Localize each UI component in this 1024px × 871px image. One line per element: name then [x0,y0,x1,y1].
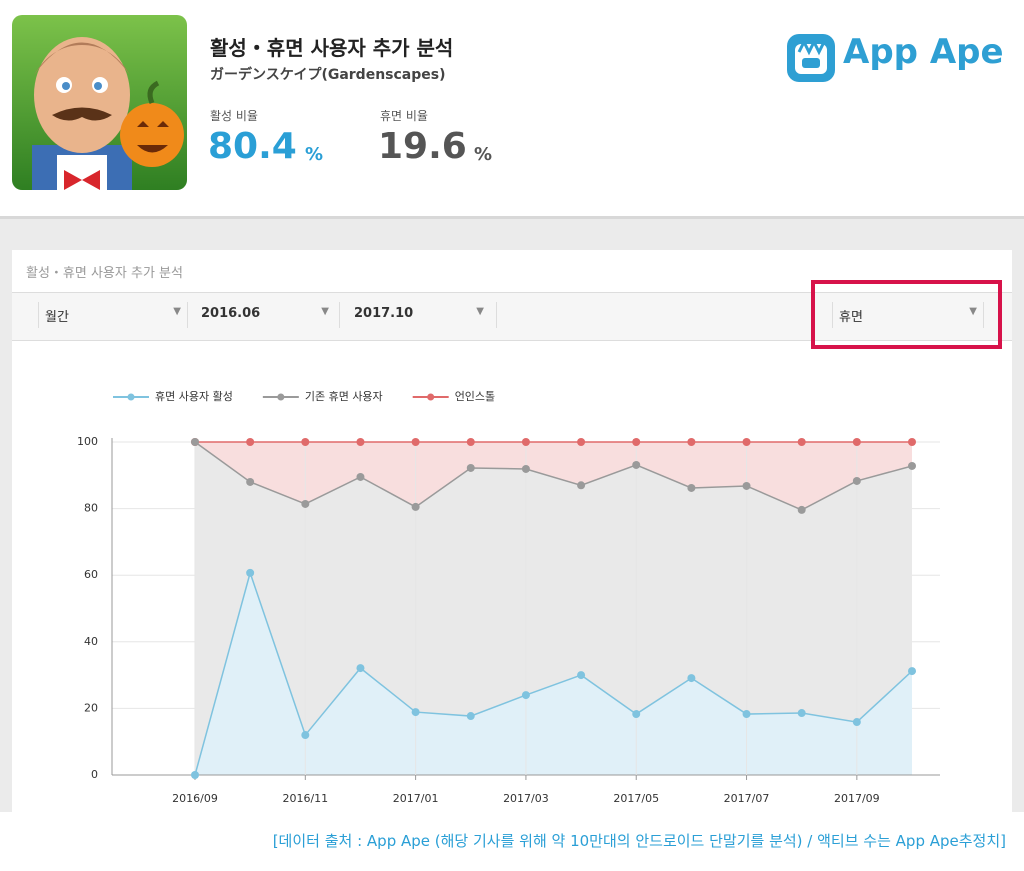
point [687,438,696,446]
toolbar [12,292,1012,341]
point [356,664,365,673]
point [191,771,199,779]
point [191,438,199,446]
point [411,502,420,511]
app-subtitle: ガーデンスケイプ(Gardenscapes) [210,67,446,83]
app-title: 활성・휴면 사용자 추가 분석 [210,36,454,60]
stat-value: 80.4 [208,126,297,167]
point [852,476,861,485]
point [797,505,806,514]
logo-icon [787,34,835,82]
line [194,570,913,776]
area [195,572,912,775]
footer-bg [0,812,1024,871]
point [577,671,586,680]
app-icon [12,15,187,190]
point [521,438,530,446]
legend-swatch [277,393,285,401]
y-tick-label: 0 [91,768,98,781]
x-tick-label: 2017/09 [834,792,880,805]
line [194,441,913,511]
y-tick-label: 60 [84,568,98,581]
stat-unit: % [305,144,324,165]
point [632,460,641,469]
x-tick-label: 2017/01 [393,792,439,805]
legend-label: 기존 휴면 사용자 [305,390,383,403]
stat-label: 휴면 비율 [380,109,428,123]
point [246,477,255,486]
point [908,667,916,676]
y-tick-label: 20 [84,701,98,714]
dropdown[interactable]: 휴면 ▼ [832,302,984,328]
legend-label: 휴면 사용자 활성 [155,389,233,403]
legend-label: 언인스톨 [455,390,495,403]
point [852,438,861,446]
point [577,481,586,490]
point [797,438,806,446]
point [521,691,530,700]
point [466,438,475,446]
point [466,712,475,721]
point [411,708,420,717]
stat-value: 19.6 [378,126,467,167]
point [466,463,475,472]
x-tick-label: 2017/07 [724,792,770,805]
y-tick-label: 100 [77,435,98,448]
point [742,481,751,490]
dropdown[interactable]: 월간 ▼ [38,302,188,328]
legend-swatch [127,393,135,401]
point [742,710,751,719]
legend-swatch [427,393,435,401]
stat-unit: % [474,144,493,165]
x-tick-label: 2016/09 [172,792,218,805]
point [577,438,586,446]
stat-label: 활성 비율 [210,109,258,123]
point [742,438,751,446]
point [687,483,696,492]
x-tick-label: 2017/05 [613,792,659,805]
point [797,709,806,718]
dropdown-text: 2016.06 [201,306,261,321]
dropdown-text: 휴면 [839,310,863,325]
point [356,438,365,446]
point [246,568,255,577]
point [301,438,310,446]
point [852,718,861,727]
x-tick-label: 2017/03 [503,792,549,805]
footer-note: [데이터 출처 : App Ape (해당 기사를 위해 약 10만대의 안드로… [272,832,1006,850]
y-tick-label: 80 [84,502,98,515]
point [632,710,641,719]
x-tick-label: 2016/11 [282,792,328,805]
point [521,464,530,473]
point [301,499,310,508]
dropdown-text: 월간 [45,310,69,325]
divider [0,216,1024,219]
point [411,438,420,446]
highlight-box [811,280,1002,349]
point [246,438,255,446]
logo-text: App Ape [843,32,1004,72]
point [908,461,916,470]
point [301,731,310,740]
point [687,674,696,683]
point [356,472,365,481]
dropdown[interactable]: 2016.06 ▼ [191,302,340,328]
y-tick-label: 40 [84,635,98,648]
panel-title: 활성・휴면 사용자 추가 분석 [26,266,183,281]
dropdown[interactable]: 2017.10 ▼ [344,302,497,328]
point [632,438,641,446]
dropdown-text: 2017.10 [354,306,414,321]
point [908,438,916,446]
